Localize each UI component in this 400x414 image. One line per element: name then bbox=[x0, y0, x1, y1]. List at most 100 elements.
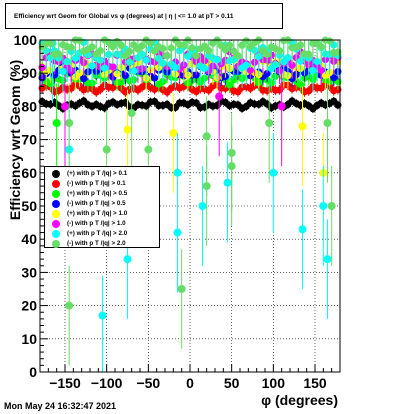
data-point bbox=[188, 44, 196, 52]
data-point bbox=[246, 66, 255, 74]
y-tick-label: 60 bbox=[21, 165, 37, 181]
legend-entry: (+) with p T /|q| > 0.5 bbox=[45, 189, 161, 199]
data-point bbox=[288, 61, 296, 69]
data-point bbox=[80, 75, 88, 83]
x-tick-label: 100 bbox=[262, 375, 286, 391]
data-point bbox=[202, 132, 211, 141]
data-point bbox=[167, 44, 175, 52]
data-point bbox=[230, 47, 238, 55]
data-point bbox=[269, 168, 278, 177]
data-point bbox=[138, 42, 146, 50]
data-point bbox=[46, 39, 55, 48]
y-tick-label: 20 bbox=[21, 298, 37, 314]
data-point bbox=[298, 122, 307, 131]
data-point bbox=[71, 54, 80, 62]
data-point bbox=[323, 255, 332, 264]
data-point bbox=[159, 44, 167, 53]
legend-entry: (-) with p T /|q| > 0.1 bbox=[45, 179, 161, 189]
data-point bbox=[75, 69, 84, 77]
data-point bbox=[146, 39, 155, 47]
data-point bbox=[317, 43, 325, 51]
data-point bbox=[88, 43, 96, 51]
legend-marker bbox=[52, 170, 60, 178]
data-point bbox=[242, 37, 250, 45]
legend-entry: (-) with p T /|q| > 2.0 bbox=[45, 239, 161, 249]
data-point bbox=[198, 202, 207, 210]
data-point bbox=[96, 47, 105, 55]
data-point bbox=[263, 69, 271, 78]
data-point bbox=[177, 285, 186, 293]
legend-label: (+) with p T /|q| > 0.5 bbox=[67, 190, 128, 197]
legend-entry: (+) with p T /|q| > 0.1 bbox=[45, 169, 161, 179]
axes: 0 10 20 30 40 50 60 70 80 90 100 −150 −100 −50 0 50 100 1… bbox=[14, 32, 341, 391]
data-point bbox=[225, 41, 234, 49]
data-point bbox=[52, 119, 61, 127]
legend-marker bbox=[52, 230, 60, 238]
y-tick-label: 80 bbox=[21, 98, 37, 114]
data-point bbox=[213, 56, 221, 64]
legend-marker bbox=[52, 180, 60, 188]
data-point bbox=[263, 50, 271, 59]
data-point bbox=[317, 66, 325, 74]
legend: (+) with p T /|q| > 0.1 (-) with p T /|q|… bbox=[44, 166, 160, 248]
data-point bbox=[296, 41, 305, 49]
x-tick-label: −50 bbox=[136, 375, 160, 391]
data-point bbox=[150, 74, 159, 82]
data-point bbox=[234, 88, 242, 96]
data-point bbox=[144, 145, 153, 154]
legend-entry: (+) with p T /|q| > 2.0 bbox=[45, 229, 161, 239]
data-point bbox=[225, 81, 234, 89]
legend-marker bbox=[52, 220, 60, 228]
legend-label: (-) with p T /|q| > 0.1 bbox=[67, 180, 126, 187]
data-point bbox=[242, 61, 250, 69]
legend-entry: (+) with p T /|q| > 1.0 bbox=[45, 209, 161, 219]
data-series bbox=[38, 36, 342, 372]
data-point bbox=[55, 50, 63, 58]
data-point bbox=[192, 99, 200, 107]
data-point bbox=[330, 74, 338, 82]
data-point bbox=[223, 178, 232, 187]
y-tick-label: 0 bbox=[29, 364, 37, 380]
data-point bbox=[323, 119, 332, 127]
data-point bbox=[284, 54, 292, 62]
data-point bbox=[192, 52, 200, 60]
data-point bbox=[127, 109, 136, 118]
data-point bbox=[65, 301, 74, 310]
legend-label: (+) with p T /|q| > 1.0 bbox=[67, 210, 128, 217]
y-axis-label: Efficiency wrt Geom (%) bbox=[7, 60, 23, 220]
x-tick-label: −100 bbox=[91, 375, 123, 391]
series-1 bbox=[38, 96, 342, 114]
x-tick-label: 50 bbox=[224, 375, 240, 391]
legend-label: (-) with p T /|q| > 2.0 bbox=[67, 240, 126, 247]
legend-label: (-) with p T /|q| > 0.5 bbox=[67, 200, 126, 207]
y-tick-label: 70 bbox=[21, 132, 37, 148]
data-point bbox=[305, 50, 313, 58]
legend-label: (+) with p T /|q| > 2.0 bbox=[67, 230, 128, 237]
data-point bbox=[173, 228, 182, 237]
timestamp: Mon May 24 16:32:47 2021 bbox=[4, 401, 117, 411]
y-tick-label: 90 bbox=[21, 65, 37, 81]
data-point bbox=[88, 62, 96, 70]
y-tick-label: 40 bbox=[21, 231, 37, 247]
data-point bbox=[205, 46, 213, 55]
data-point bbox=[123, 125, 132, 134]
x-tick-label: −150 bbox=[49, 375, 81, 391]
data-point bbox=[98, 311, 107, 320]
x-axis-label: φ (degrees) bbox=[261, 392, 338, 408]
data-point bbox=[180, 41, 188, 49]
data-point bbox=[265, 119, 274, 127]
data-point bbox=[277, 102, 286, 111]
data-point bbox=[200, 64, 209, 73]
legend-marker bbox=[52, 240, 60, 248]
data-point bbox=[215, 92, 224, 101]
data-point bbox=[123, 255, 132, 264]
legend-entry: (-) with p T /|q| > 0.5 bbox=[45, 199, 161, 209]
data-point bbox=[65, 119, 74, 127]
data-point bbox=[169, 128, 178, 137]
data-point bbox=[327, 202, 336, 210]
data-point bbox=[142, 56, 150, 64]
data-point bbox=[100, 64, 109, 72]
title-box: Efficiency wrt Geom for Global vs φ (deg… bbox=[5, 3, 283, 29]
legend-label: (-) with p T /|q| > 1.0 bbox=[67, 220, 126, 227]
